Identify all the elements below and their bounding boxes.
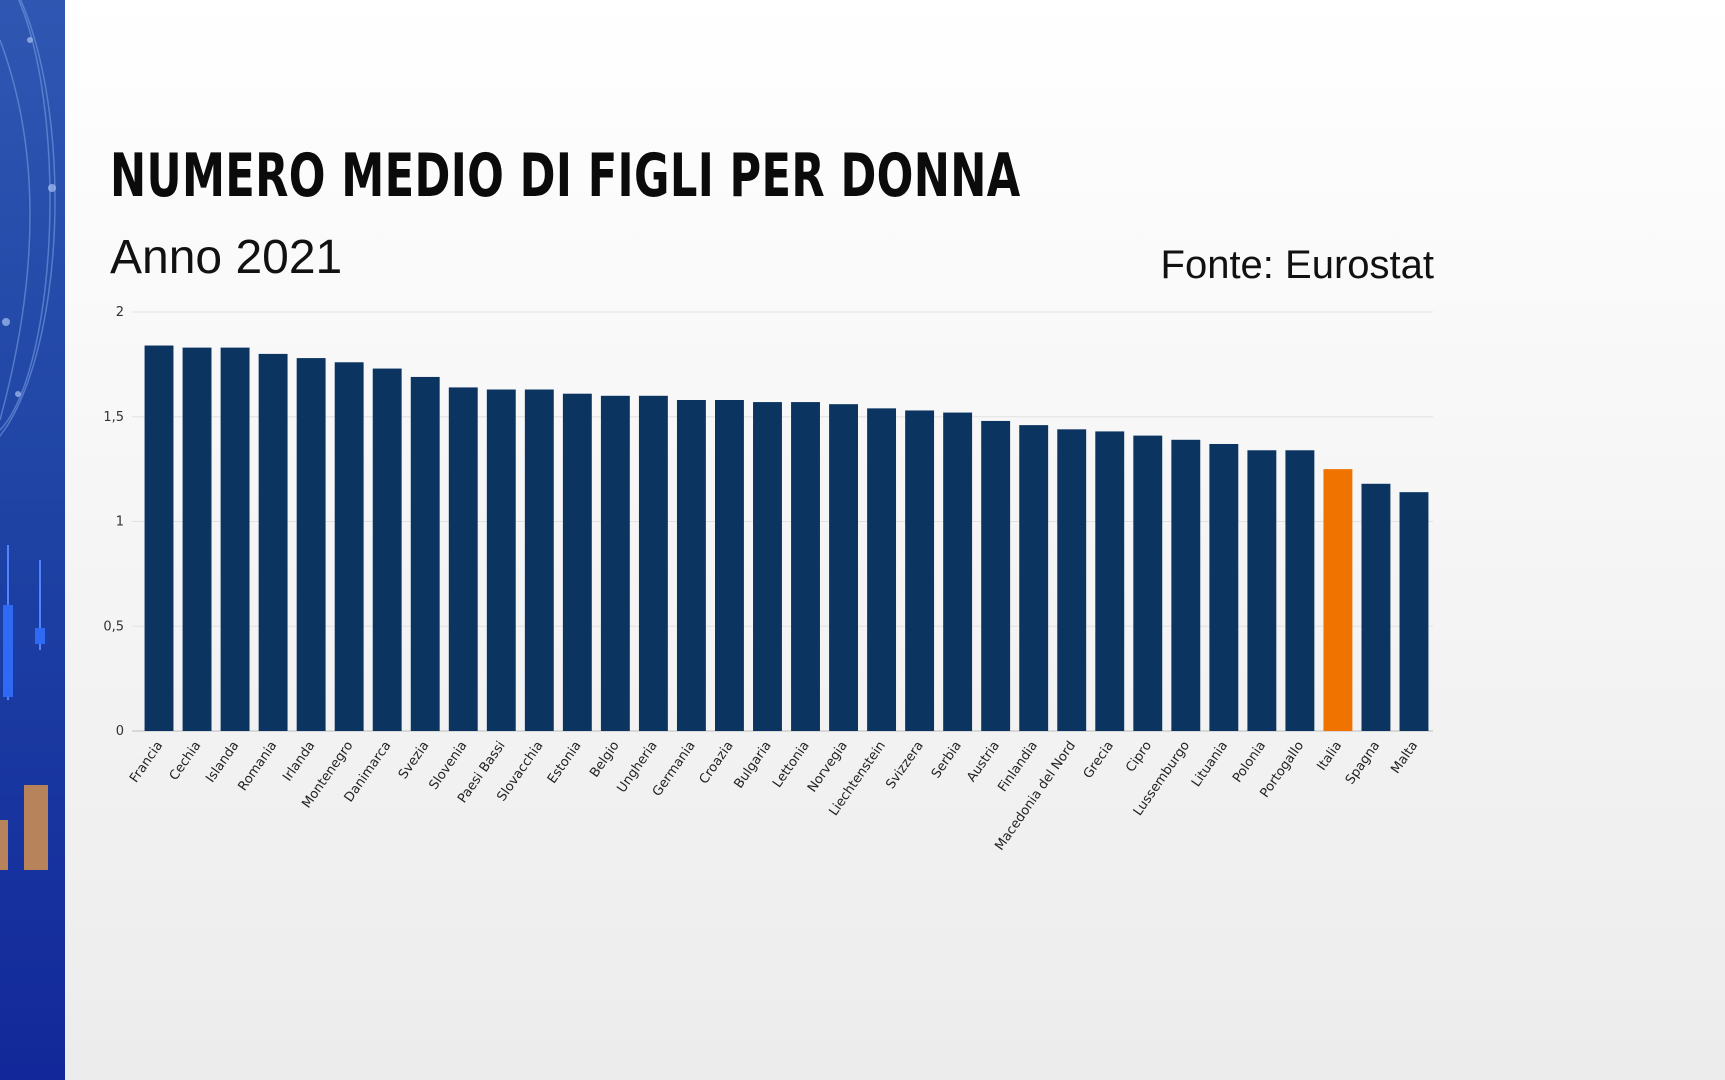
x-tick-label: Belgio (587, 739, 622, 781)
bar-cipro (1133, 435, 1163, 731)
x-tick-label: Svezia (396, 739, 433, 782)
x-tick-label: Francia (127, 739, 166, 786)
x-tick-label: Romania (235, 739, 280, 794)
x-tick-label: Serbia (929, 739, 965, 782)
bar-cechia (182, 347, 212, 731)
bar-lussemburgo (1171, 439, 1201, 731)
bar-malta (1399, 492, 1429, 731)
bar-svizzera (905, 410, 935, 731)
x-tick-label: Italia (1315, 739, 1346, 774)
bar-finlandia (1019, 425, 1049, 731)
x-tick-label: Polonia (1230, 739, 1269, 786)
decorative-globe-icon (0, 0, 56, 870)
bar-spagna (1361, 483, 1391, 731)
y-tick-label: 0,5 (103, 619, 124, 634)
y-tick-label: 1,5 (103, 410, 124, 425)
x-tick-label: Macedonia del Nord (992, 739, 1079, 854)
y-axis: 0 0,5 1 1,5 2 (103, 305, 124, 739)
y-tick-label: 1 (116, 515, 124, 530)
bar-macedonia-del-nord (1057, 429, 1087, 731)
bar-lettonia (791, 402, 820, 731)
bar-polonia (1247, 450, 1277, 731)
bar-slovacchia (524, 389, 554, 731)
bar-liechtenstein (867, 408, 897, 731)
bar-grecia (1095, 431, 1125, 731)
x-tick-label: Lituania (1189, 739, 1231, 790)
x-tick-label: Bulgaria (732, 739, 775, 792)
bar-serbia (943, 412, 973, 731)
bar-irlanda (296, 358, 326, 731)
bar-germania (676, 399, 706, 731)
bar-slovenia (448, 387, 478, 731)
x-tick-label: Spagna (1343, 739, 1383, 788)
y-tick-label: 2 (116, 305, 124, 320)
source-label: Fonte: Eurostat (1160, 243, 1434, 287)
bar-ungheria (638, 395, 668, 731)
bar-portogallo (1285, 450, 1315, 731)
bar-austria (981, 420, 1011, 731)
chart-subtitle: Anno 2021 (110, 231, 343, 284)
bar-francia (144, 345, 174, 731)
x-tick-label: Austria (964, 739, 1003, 785)
x-tick-label: Grecia (1081, 739, 1117, 782)
bar-estonia (562, 393, 592, 731)
bar-bulgaria (753, 402, 782, 731)
x-tick-label: Irlanda (280, 739, 318, 785)
x-tick-label: Croazia (697, 739, 737, 787)
side-decoration-panel (0, 0, 65, 1080)
x-tick-label: Malta (1388, 739, 1421, 777)
x-tick-label: Svizzera (883, 739, 927, 792)
bar-italia (1323, 469, 1353, 731)
bar-norvegia (829, 404, 858, 731)
bar-lituania (1209, 443, 1239, 731)
bar-islanda (220, 347, 250, 731)
bar-romania (258, 353, 288, 731)
bar-montenegro (334, 362, 364, 731)
bar-paesi-bassi (486, 389, 516, 731)
decorative-candlestick-icon (3, 545, 45, 700)
bar-croazia (715, 399, 744, 731)
bar-svezia (410, 376, 440, 731)
decorative-bar-icon (0, 785, 48, 870)
bar-danimarca (372, 368, 402, 731)
y-tick-label: 0 (116, 724, 124, 739)
x-tick-label: Cechia (167, 739, 205, 784)
x-tick-label: Islanda (203, 739, 242, 786)
x-tick-label: Cipro (1123, 739, 1155, 775)
bars (144, 345, 1429, 731)
x-tick-label: Estonia (545, 739, 585, 787)
chart-title: NUMERO MEDIO DI FIGLI PER DONNA (110, 141, 1021, 211)
bar-belgio (600, 395, 630, 731)
